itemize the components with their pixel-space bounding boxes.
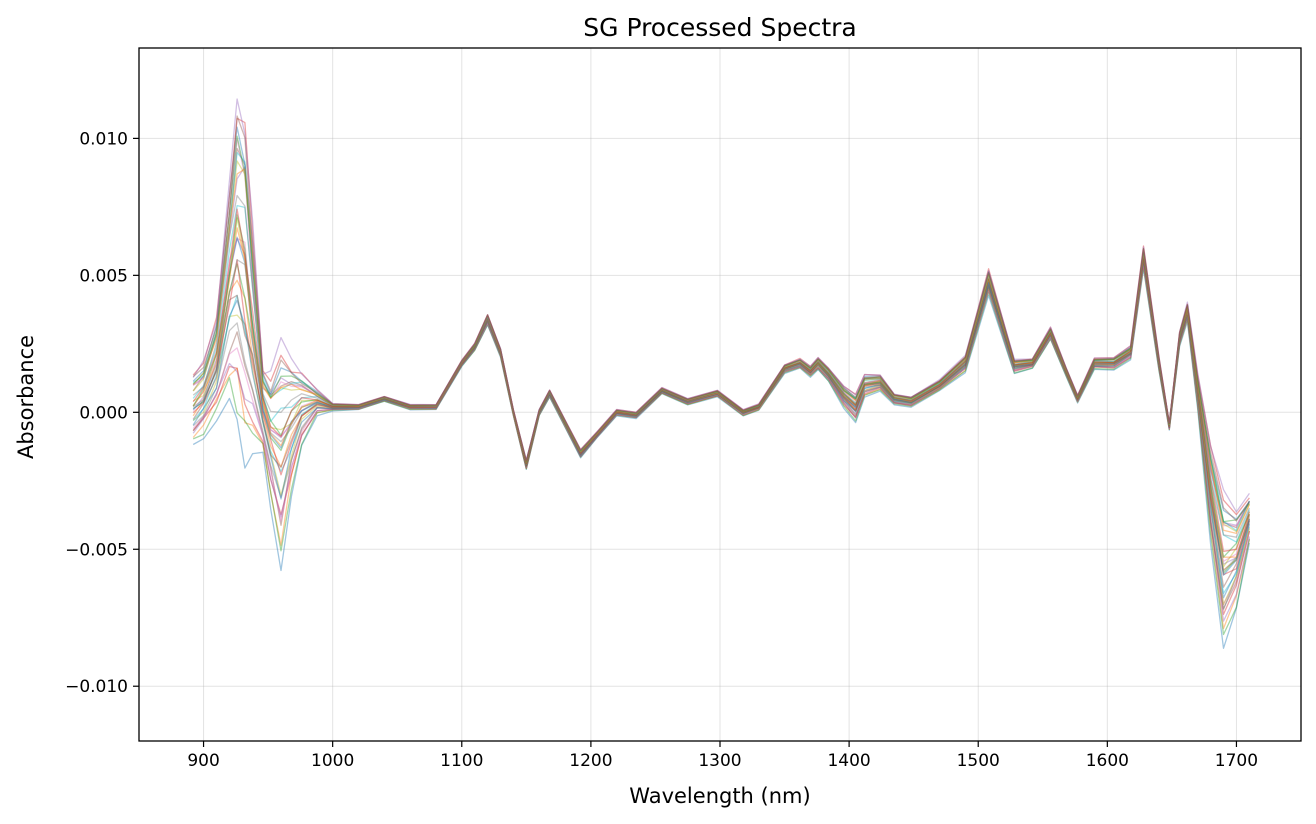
x-tick-label: 1600: [1086, 751, 1129, 771]
x-tick-label: 1000: [311, 751, 354, 771]
x-axis-label: Wavelength (nm): [629, 784, 810, 808]
spectra-series: [192, 98, 1251, 649]
spectrum-line: [192, 257, 1251, 571]
spectrum-line: [192, 257, 1251, 588]
spectrum-line: [192, 117, 1250, 516]
spectrum-line: [192, 236, 1251, 576]
y-tick-label: −0.005: [65, 540, 128, 560]
spectrum-line: [192, 237, 1251, 562]
spectrum-line: [192, 259, 1251, 594]
x-tick-label: 1100: [440, 751, 483, 771]
spectrum-line: [192, 262, 1251, 622]
y-tick-label: 0.000: [79, 403, 128, 423]
spectrum-line: [192, 151, 1250, 532]
spectrum-line: [192, 263, 1251, 615]
spectrum-line: [192, 262, 1251, 606]
x-tick-label: 1500: [957, 751, 1000, 771]
spectrum-line: [192, 260, 1251, 611]
y-tick-label: 0.005: [79, 266, 128, 286]
x-tick-label: 1400: [827, 751, 870, 771]
spectrum-line: [192, 138, 1250, 527]
y-axis-label: Absorbance: [14, 335, 38, 459]
spectrum-line: [192, 266, 1251, 636]
spectrum-line: [192, 265, 1251, 630]
x-tick-label: 900: [187, 751, 219, 771]
spectrum-line: [192, 261, 1251, 610]
spectrum-line: [192, 208, 1251, 552]
spectrum-line: [192, 227, 1251, 558]
spectrum-line: [192, 166, 1250, 526]
grid: [139, 48, 1301, 741]
x-tick-label: 1300: [698, 751, 741, 771]
x-axis-ticks: 900 1000 1100 1200 1300 1400 1500 1600 1700: [187, 741, 1258, 771]
spectrum-line: [192, 259, 1251, 599]
spectrum-line: [192, 147, 1250, 529]
spectrum-line: [192, 255, 1251, 574]
spectrum-line: [192, 135, 1250, 523]
spectrum-line: [192, 126, 1250, 520]
x-tick-label: 1200: [569, 751, 612, 771]
spectrum-line: [192, 98, 1250, 513]
spectrum-line: [192, 268, 1251, 649]
spectrum-line: [192, 258, 1251, 606]
spectrum-line: [192, 217, 1251, 568]
spectrum-line: [192, 115, 1250, 522]
y-tick-label: −0.010: [65, 677, 128, 697]
spectrum-line: [192, 160, 1250, 533]
spectrum-line: [192, 214, 1250, 558]
spectrum-line: [192, 204, 1251, 543]
spectrum-line: [192, 168, 1250, 535]
y-tick-label: 0.010: [79, 129, 128, 149]
x-tick-label: 1700: [1215, 751, 1258, 771]
spectrum-line: [192, 237, 1251, 565]
chart-title: SG Processed Spectra: [583, 13, 857, 42]
y-axis-ticks: −0.010 −0.005 0.000 0.005 0.010: [65, 129, 139, 697]
spectrum-line: [192, 258, 1251, 576]
spectrum-line: [192, 194, 1250, 538]
spectrum-line: [192, 256, 1251, 572]
